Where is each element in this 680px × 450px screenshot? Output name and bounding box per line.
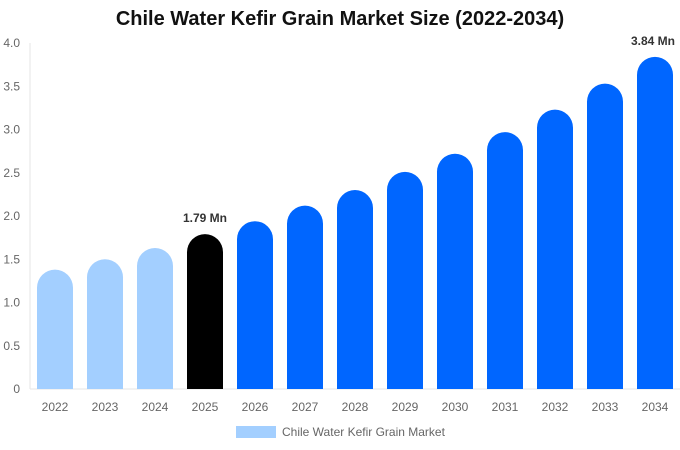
x-tick-label: 2029	[392, 400, 419, 414]
y-tick-label: 0	[13, 382, 20, 396]
x-tick-label: 2024	[142, 400, 169, 414]
bar-2031	[487, 132, 523, 389]
x-tick-label: 2025	[192, 400, 219, 414]
data-label: 1.79 Mn	[183, 211, 227, 225]
y-tick-label: 1.0	[3, 296, 20, 310]
bar-2028	[337, 190, 373, 389]
bar-2029	[387, 171, 423, 389]
bar-2034	[637, 56, 673, 390]
bar-2032	[537, 109, 573, 389]
x-tick-label: 2022	[42, 400, 69, 414]
chart-title: Chile Water Kefir Grain Market Size (202…	[115, 8, 565, 30]
y-tick-label: 1.5	[3, 252, 20, 266]
bar-2024	[137, 248, 173, 389]
bar-2025	[187, 234, 223, 389]
x-tick-label: 2033	[592, 400, 619, 414]
bar-2027	[287, 205, 323, 389]
data-label: 3.84 Mn	[631, 34, 675, 48]
x-tick-label: 2032	[542, 400, 569, 414]
x-tick-label: 2031	[492, 400, 519, 414]
y-tick-label: 3.5	[3, 79, 20, 93]
bar-2026	[237, 221, 273, 389]
x-tick-label: 2030	[442, 400, 469, 414]
legend-label: Chile Water Kefir Grain Market	[282, 425, 445, 439]
x-tick-label: 2026	[242, 400, 269, 414]
x-tick-label: 2023	[92, 400, 119, 414]
legend-swatch	[236, 426, 276, 438]
y-tick-label: 3.0	[3, 123, 20, 137]
bar-2022	[37, 269, 73, 389]
y-tick-label: 4.0	[3, 36, 20, 50]
y-tick-label: 0.5	[3, 339, 20, 353]
bar-2033	[587, 83, 623, 389]
y-tick-label: 2.0	[3, 209, 20, 223]
bar-2030	[437, 153, 473, 389]
legend: Chile Water Kefir Grain Market	[236, 425, 445, 439]
x-tick-label: 2027	[292, 400, 319, 414]
x-tick-label: 2028	[342, 400, 369, 414]
y-tick-label: 2.5	[3, 166, 20, 180]
x-tick-label: 2034	[642, 400, 669, 414]
bar-2023	[87, 259, 123, 389]
